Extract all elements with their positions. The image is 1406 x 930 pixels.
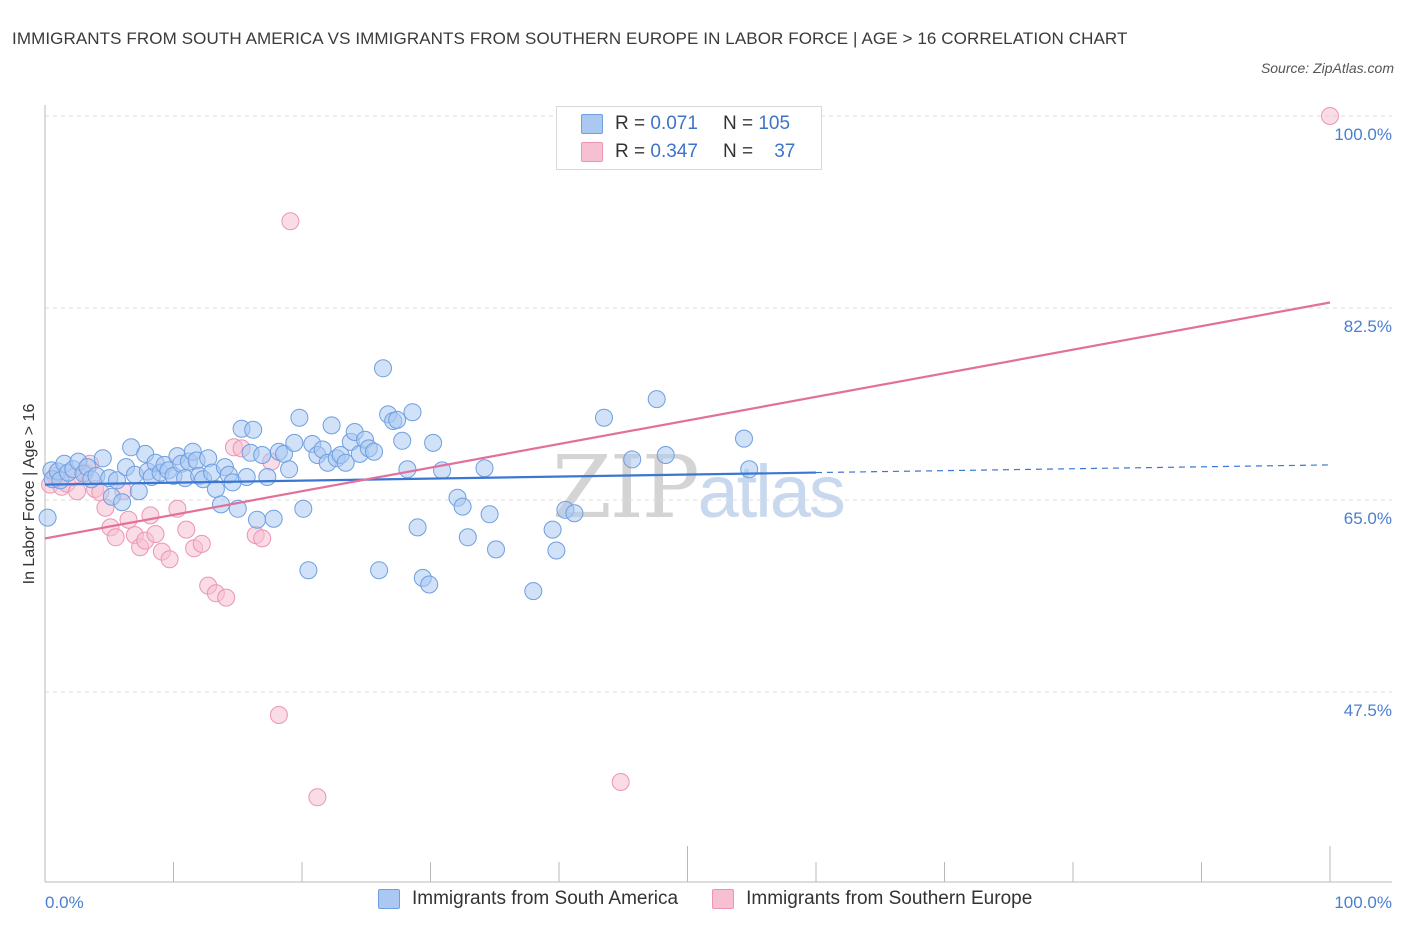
data-point xyxy=(106,528,125,547)
data-point xyxy=(248,510,266,529)
pink-swatch xyxy=(712,889,735,909)
data-point xyxy=(424,433,443,452)
data-point xyxy=(547,541,566,560)
data-point xyxy=(487,540,505,559)
y-tick-label: 65.0% xyxy=(1344,509,1392,528)
trend-line-south-america xyxy=(44,471,817,486)
blue-swatch xyxy=(378,889,400,909)
data-point xyxy=(565,504,584,523)
chart-title: IMMIGRANTS FROM SOUTH AMERICA VS IMMIGRA… xyxy=(12,29,1128,48)
data-point xyxy=(611,773,630,791)
data-point xyxy=(458,528,477,547)
axes xyxy=(44,105,1392,883)
data-point xyxy=(93,449,112,468)
data-point xyxy=(290,408,309,427)
data-point xyxy=(480,505,499,524)
data-point xyxy=(308,788,327,807)
y-tick-label: 100.0% xyxy=(1334,125,1392,144)
data-point xyxy=(453,497,472,516)
trend-line-south-america-extension xyxy=(815,464,1331,474)
data-point xyxy=(656,446,675,464)
data-point xyxy=(735,429,753,448)
source-label: Source: ZipAtlas.com xyxy=(1260,60,1394,76)
x-tick-label: 0.0% xyxy=(45,893,84,912)
data-point xyxy=(258,468,277,486)
data-point xyxy=(1321,107,1339,125)
data-point xyxy=(299,561,318,580)
stats-row-south-america: R = 0.071 N = 105 xyxy=(581,111,790,137)
n-value: 37 xyxy=(774,141,796,162)
trend-lines xyxy=(44,301,1331,540)
stats-row-southern-europe: R = 0.347 N = 37 xyxy=(581,139,795,165)
watermark-atlas: atlas xyxy=(697,450,846,533)
data-point xyxy=(253,529,272,548)
data-point xyxy=(68,482,87,501)
data-point xyxy=(38,508,57,527)
data-point xyxy=(543,520,562,539)
data-point xyxy=(374,359,392,378)
y-axis-title: In Labor Force | Age > 16 xyxy=(21,404,38,585)
legend-label: Immigrants from South America xyxy=(412,888,679,909)
r-label: R = xyxy=(615,141,646,162)
data-point xyxy=(408,518,427,537)
data-point xyxy=(647,390,666,409)
data-point xyxy=(160,550,179,569)
data-point xyxy=(398,460,417,479)
data-point xyxy=(420,575,439,594)
n-label: N = xyxy=(722,141,754,162)
grid-lines xyxy=(45,115,1392,693)
data-point xyxy=(217,588,236,607)
series-southern-europe-points xyxy=(41,107,1339,807)
trend-line-southern-europe xyxy=(44,301,1331,540)
data-point xyxy=(370,561,389,580)
data-point xyxy=(403,403,422,422)
n-value: 105 xyxy=(758,113,791,134)
data-point xyxy=(623,450,642,469)
legend-item-south-america[interactable]: Immigrants from South America xyxy=(378,888,678,910)
data-point xyxy=(322,416,341,435)
y-tick-label: 47.5% xyxy=(1344,701,1392,720)
legend-item-southern-europe[interactable]: Immigrants from Southern Europe xyxy=(712,888,1032,910)
data-point xyxy=(280,460,299,479)
pink-swatch xyxy=(581,142,603,162)
data-point xyxy=(281,212,300,231)
r-value: 0.071 xyxy=(650,113,698,134)
data-point xyxy=(146,525,165,543)
data-point xyxy=(141,506,160,525)
data-point xyxy=(264,509,283,528)
data-point xyxy=(388,410,407,429)
y-tick-label: 82.5% xyxy=(1344,317,1392,336)
data-point xyxy=(524,582,543,601)
n-label: N = xyxy=(722,113,754,134)
tick-labels: 100.0% 82.5% 65.0% 47.5% 0.0% 100.0% xyxy=(45,125,1392,912)
data-point xyxy=(113,493,132,512)
data-point xyxy=(365,442,383,461)
data-point xyxy=(294,499,313,518)
data-point xyxy=(269,706,288,724)
data-point xyxy=(740,460,759,479)
legend-label: Immigrants from Southern Europe xyxy=(746,888,1033,909)
series-legend: Immigrants from South America Immigrants… xyxy=(378,888,1066,910)
stats-legend: R = 0.071 N = 105 R = 0.347 N = 37 xyxy=(556,106,822,170)
data-point xyxy=(393,431,412,450)
data-point xyxy=(475,459,494,478)
data-point xyxy=(336,453,355,472)
x-tick-label: 100.0% xyxy=(1334,893,1392,912)
data-point xyxy=(253,446,272,464)
r-value: 0.347 xyxy=(650,141,698,162)
data-point xyxy=(177,520,196,539)
data-point xyxy=(129,482,148,501)
data-point xyxy=(285,433,304,452)
data-point xyxy=(192,534,211,553)
blue-swatch xyxy=(581,114,603,134)
r-label: R = xyxy=(615,113,646,134)
data-point xyxy=(119,510,138,529)
data-point xyxy=(595,408,613,427)
data-point xyxy=(237,468,256,486)
data-point xyxy=(244,420,263,439)
